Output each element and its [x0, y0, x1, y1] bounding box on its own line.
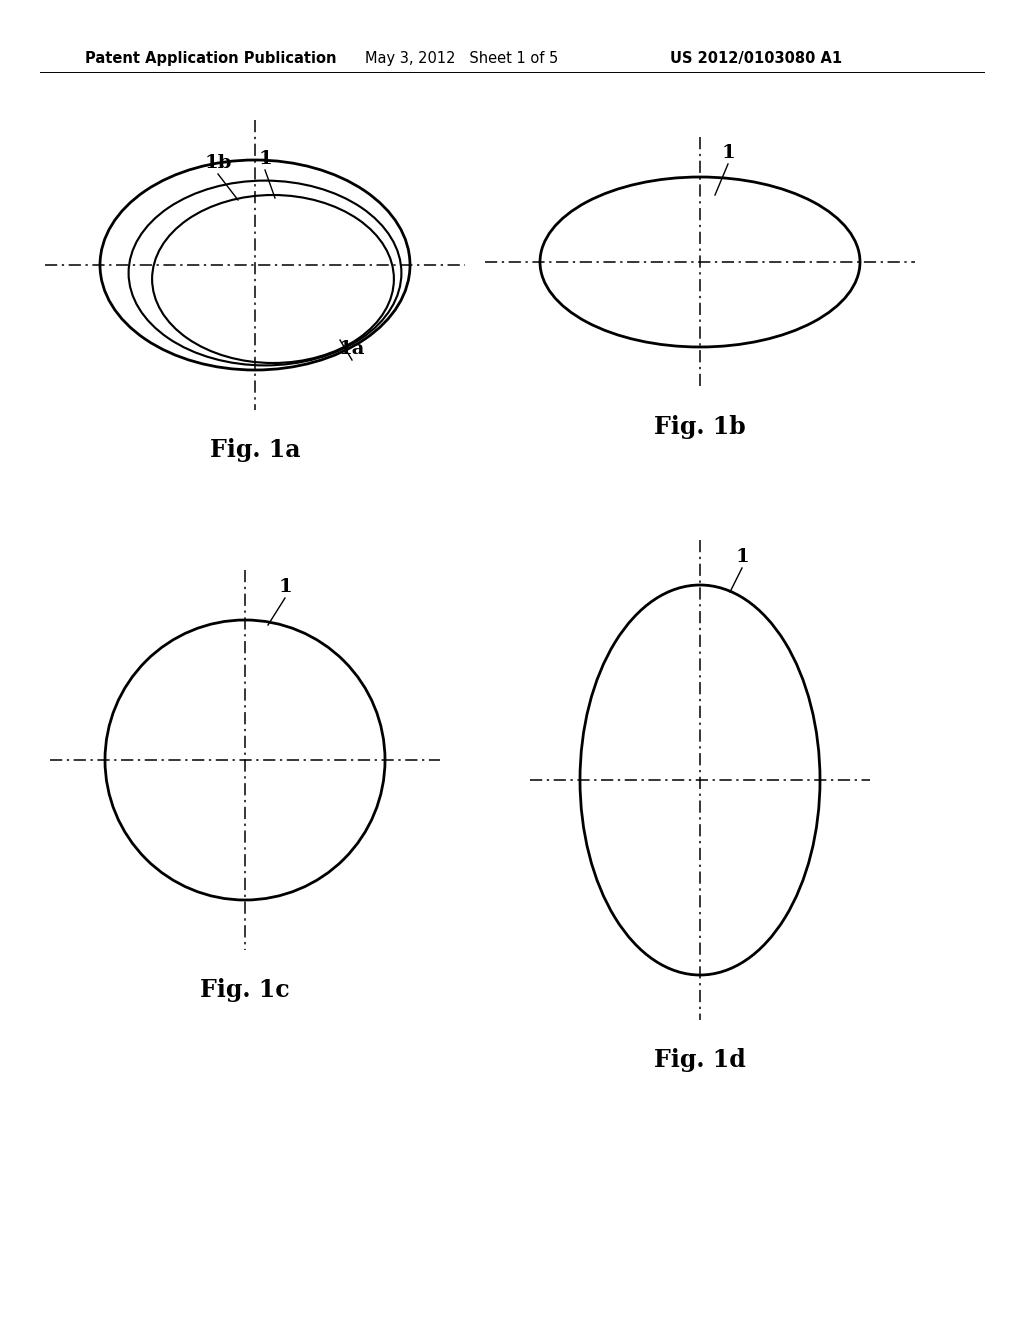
Text: 1: 1 [279, 578, 292, 597]
Text: 1a: 1a [339, 341, 366, 358]
Text: 1b: 1b [205, 154, 231, 172]
Text: Fig. 1d: Fig. 1d [654, 1048, 745, 1072]
Text: US 2012/0103080 A1: US 2012/0103080 A1 [670, 50, 842, 66]
Text: 1: 1 [721, 144, 735, 162]
Text: Fig. 1b: Fig. 1b [654, 414, 745, 440]
Text: Patent Application Publication: Patent Application Publication [85, 50, 337, 66]
Text: 1: 1 [735, 548, 749, 566]
Text: 1: 1 [258, 150, 272, 168]
Text: Fig. 1a: Fig. 1a [210, 438, 300, 462]
Text: May 3, 2012   Sheet 1 of 5: May 3, 2012 Sheet 1 of 5 [365, 50, 558, 66]
Text: Fig. 1c: Fig. 1c [200, 978, 290, 1002]
